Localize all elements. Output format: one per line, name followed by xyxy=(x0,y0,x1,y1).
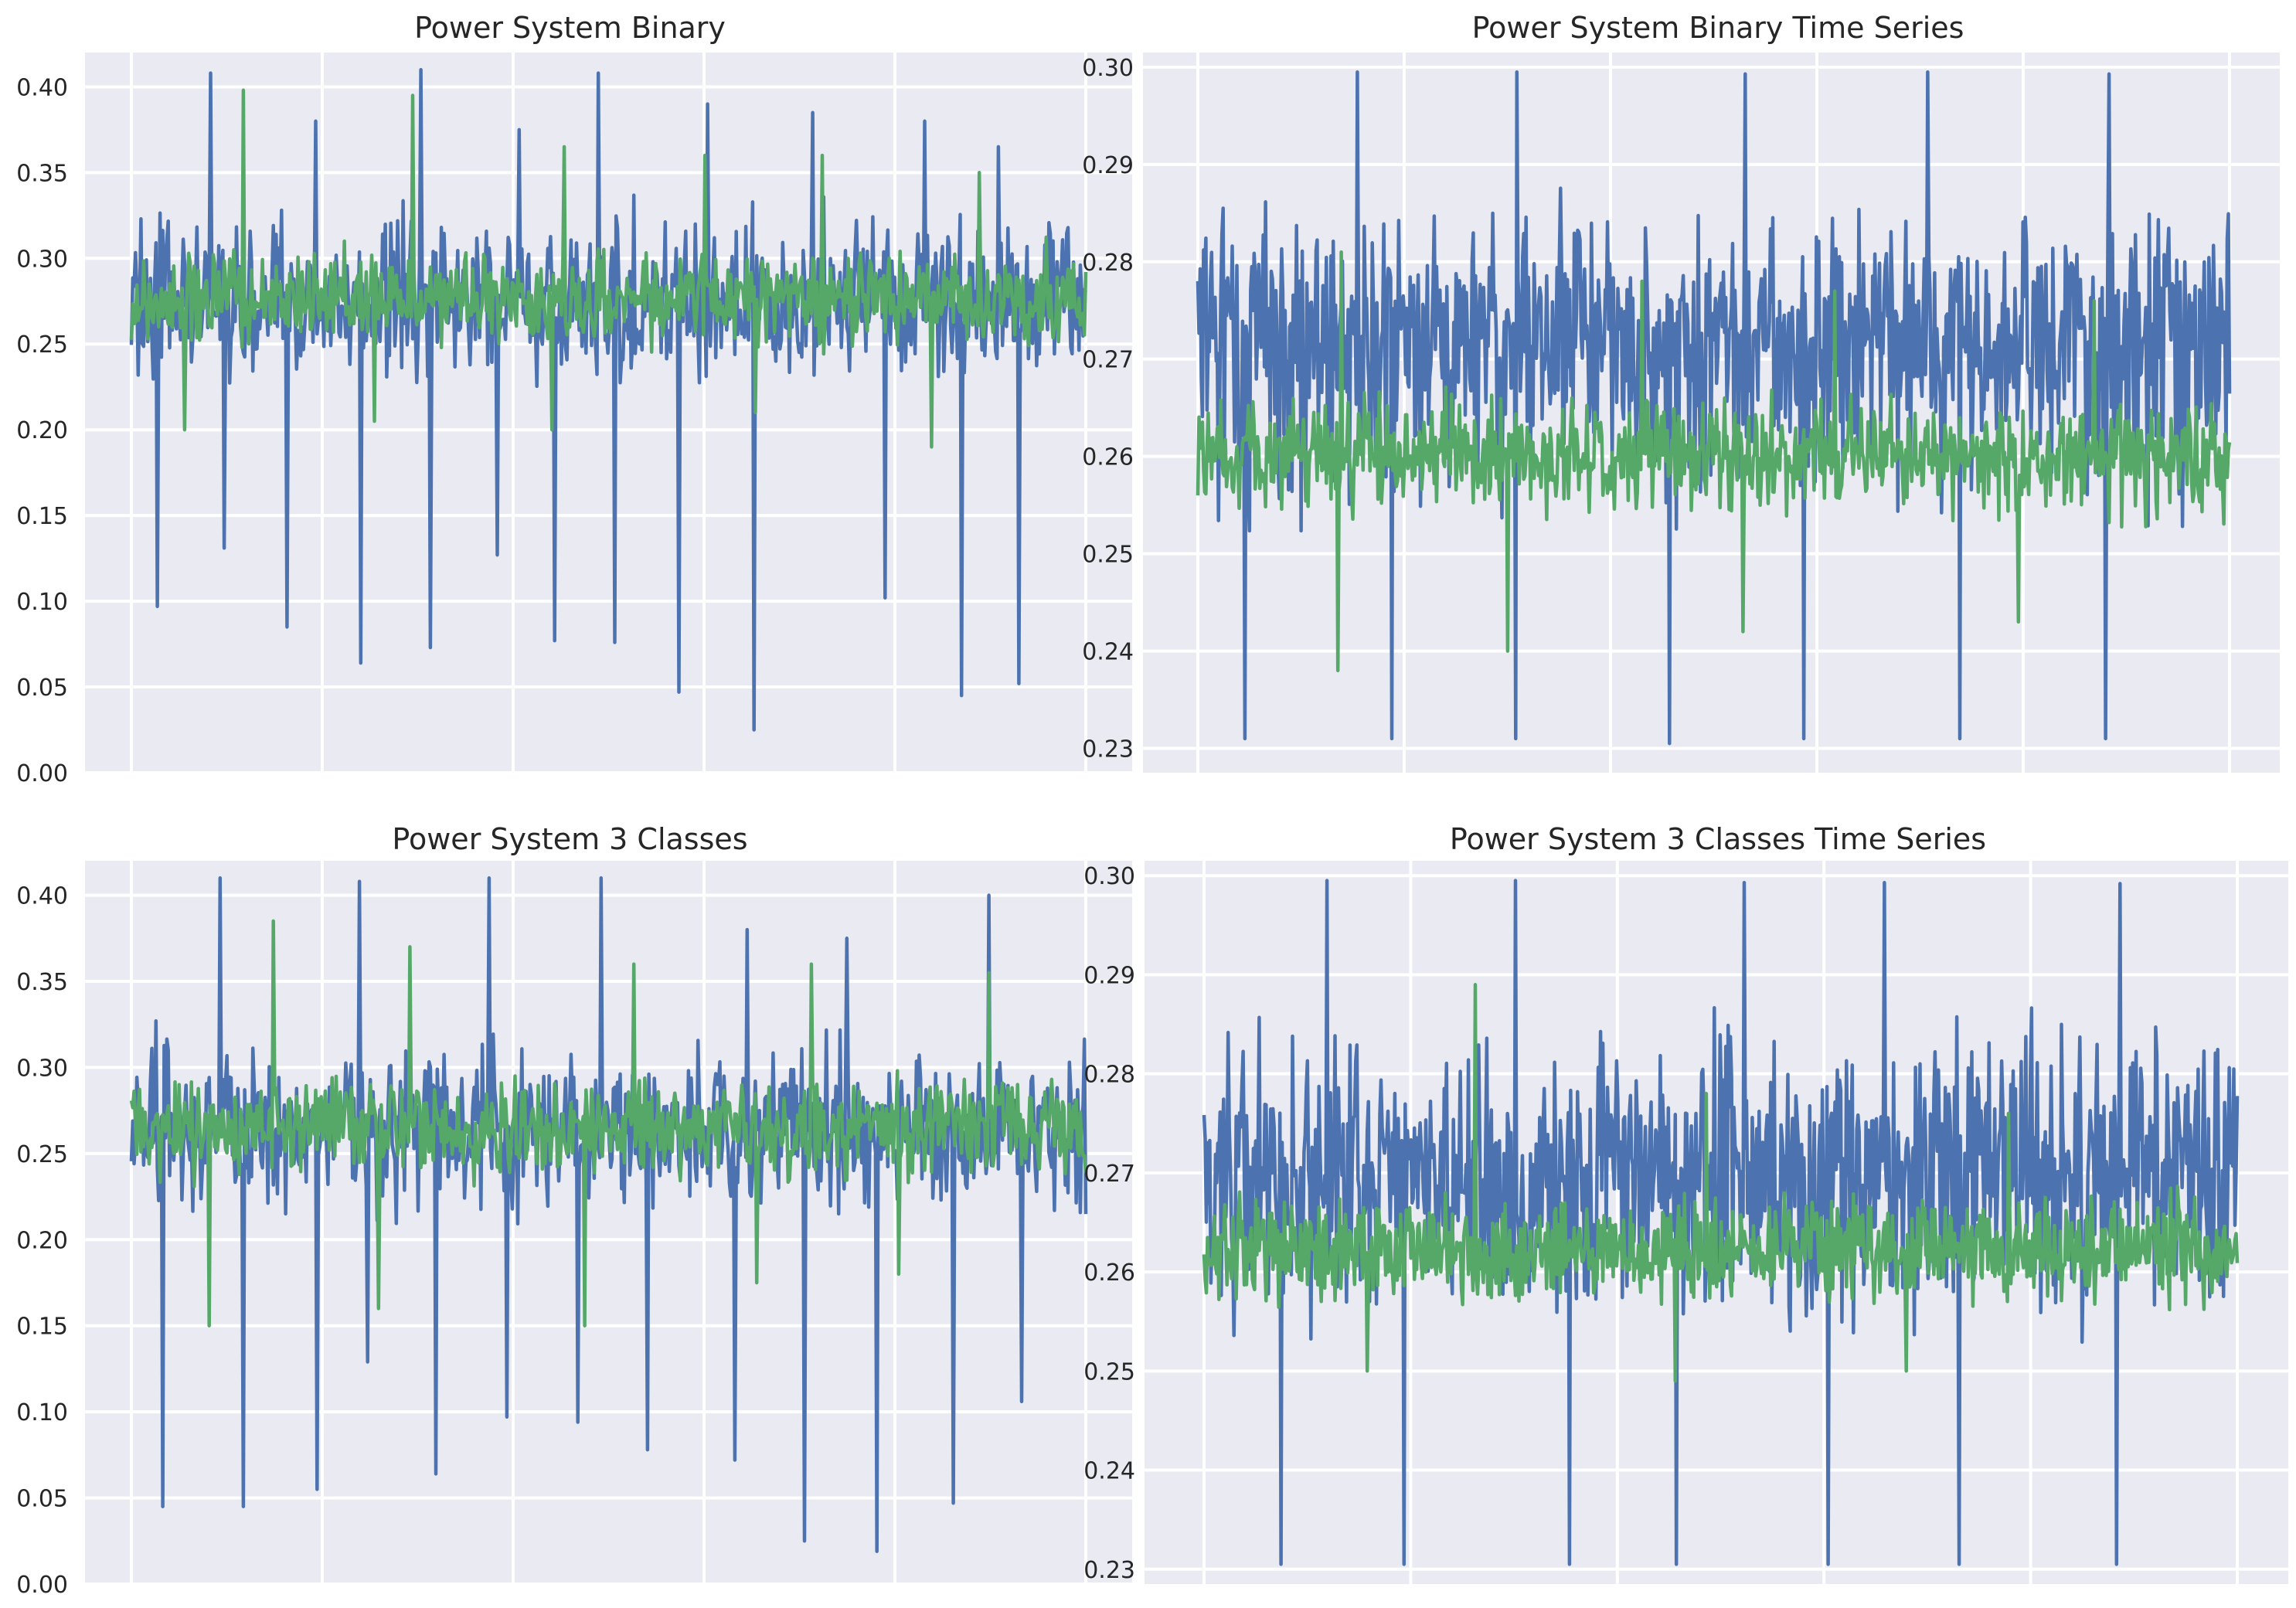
y-tick-label: 0.00 xyxy=(16,1572,68,1599)
plot-area: 0.23 0.24 0.25 0.26 0.27 0.28 0.29 0.30 xyxy=(1083,861,2288,1584)
y-tick-label: 0.27 xyxy=(1083,1161,1135,1188)
y-tick-label: 0.15 xyxy=(16,1314,68,1341)
y-tick-label: 0.00 xyxy=(16,760,68,787)
subplot-power-system-3-classes-time-series: Power System 3 Classes Time Series 0.23 0… xyxy=(1083,804,2296,1608)
plot-area: 0.23 0.24 0.25 0.26 0.27 0.28 0.29 0.30 xyxy=(1082,53,2280,773)
series-line-series_2 xyxy=(129,88,1088,449)
y-tick-label: 0.23 xyxy=(1082,736,1134,763)
y-tick-label: 0.23 xyxy=(1083,1557,1135,1584)
series-line-series_2 xyxy=(129,919,1088,1328)
y-tick-label: 0.26 xyxy=(1082,444,1134,471)
y-tick-label: 0.40 xyxy=(16,883,68,910)
y-tick-label: 0.05 xyxy=(16,1486,68,1513)
y-tick-label: 0.30 xyxy=(1082,55,1134,82)
y-tick-label: 0.15 xyxy=(16,503,68,530)
subplot-power-system-3-classes: Power System 3 Classes 0.00 0.05 0.10 0.15 0… xyxy=(0,804,1140,1608)
y-tick-label: 0.25 xyxy=(16,1141,68,1168)
y-tick-label: 0.24 xyxy=(1083,1458,1135,1485)
y-tick-label: 0.27 xyxy=(1082,347,1134,374)
subplot-title: Power System 3 Classes Time Series xyxy=(1449,822,1987,856)
y-tick-label: 0.30 xyxy=(16,1055,68,1082)
series-line-series_2 xyxy=(1196,250,2232,673)
plot-area: 0.00 0.05 0.10 0.15 0.20 0.25 0.30 0.35 0.40 xyxy=(16,53,1132,787)
y-tick-label: 0.30 xyxy=(16,246,68,273)
y-tick-label: 0.29 xyxy=(1083,962,1135,989)
y-tick-label: 0.29 xyxy=(1082,152,1134,179)
y-tick-label: 0.26 xyxy=(1083,1260,1135,1287)
y-tick-label: 0.10 xyxy=(16,589,68,616)
subplot-title: Power System Binary Time Series xyxy=(1471,11,1964,45)
y-tick-label: 0.25 xyxy=(1083,1358,1135,1385)
subplot-power-system-binary-time-series: Power System Binary Time Series 0.23 0.24… xyxy=(1082,0,2296,780)
y-tick-label: 0.28 xyxy=(1083,1062,1135,1089)
y-tick-label: 0.25 xyxy=(16,331,68,359)
y-tick-label: 0.35 xyxy=(16,160,68,187)
subplot-title: Power System Binary xyxy=(414,11,726,45)
y-tick-label: 0.20 xyxy=(16,417,68,444)
series-line-series_2 xyxy=(1202,983,2240,1383)
y-tick-label: 0.40 xyxy=(16,74,68,101)
y-tick-label: 0.24 xyxy=(1082,639,1134,666)
y-tick-label: 0.35 xyxy=(16,969,68,996)
y-tick-label: 0.05 xyxy=(16,675,68,702)
subplot-power-system-binary: Power System Binary 0.00 0.05 0.10 0.15 0.20… xyxy=(0,0,1140,787)
y-tick-label: 0.30 xyxy=(1083,863,1135,890)
plot-area: 0.00 0.05 0.10 0.15 0.20 0.25 0.30 0.35 0.40 xyxy=(16,861,1132,1599)
y-tick-label: 0.20 xyxy=(16,1227,68,1254)
y-tick-label: 0.25 xyxy=(1082,542,1134,569)
y-tick-label: 0.28 xyxy=(1082,250,1134,277)
y-tick-label: 0.10 xyxy=(16,1399,68,1426)
subplot-title: Power System 3 Classes xyxy=(392,822,748,856)
